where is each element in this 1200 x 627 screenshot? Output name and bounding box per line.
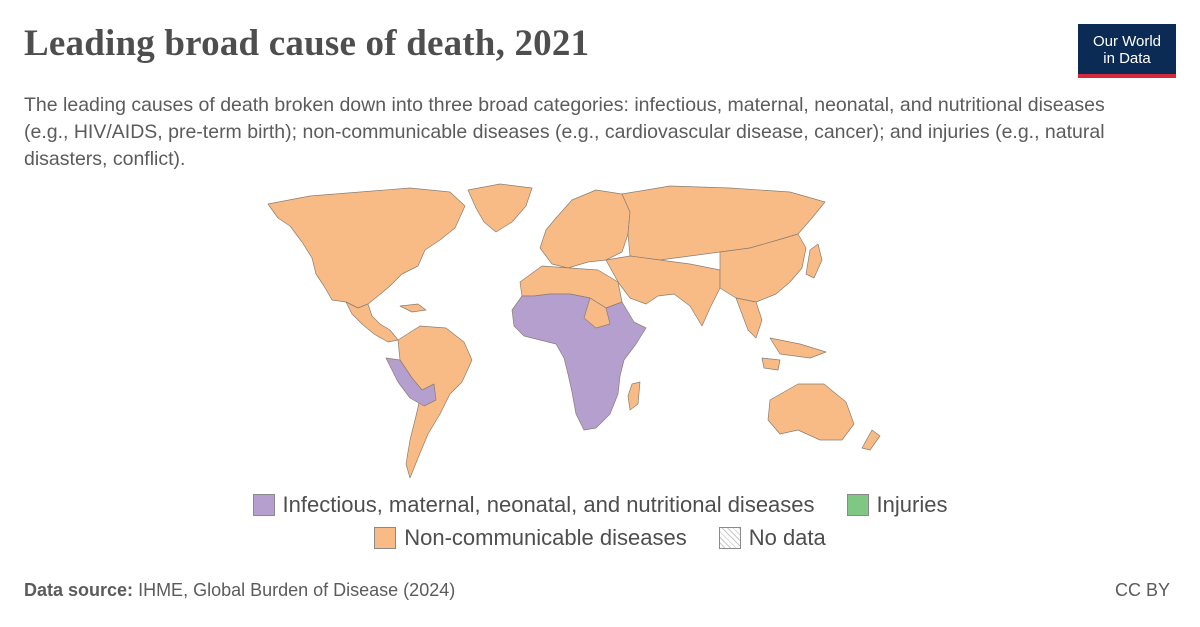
logo-line-2: in Data — [1103, 50, 1151, 67]
legend-item-injuries[interactable]: Injuries — [846, 492, 948, 518]
legend: Infectious, maternal, neonatal, and nutr… — [0, 490, 1200, 556]
legend-item-infectious[interactable]: Infectious, maternal, neonatal, and nutr… — [252, 492, 815, 518]
legend-row-2: Non-communicable diseases No data — [0, 523, 1200, 553]
region-japan[interactable] — [805, 243, 823, 279]
region-east-asia[interactable] — [719, 233, 807, 303]
legend-label-infectious: Infectious, maternal, neonatal, and nutr… — [282, 492, 815, 517]
region-middle-east-south-asia[interactable] — [605, 255, 721, 327]
legend-row-1: Infectious, maternal, neonatal, and nutr… — [0, 490, 1200, 520]
legend-swatch-injuries — [846, 494, 869, 516]
chart-subtitle: The leading causes of death broken down … — [24, 94, 1105, 170]
legend-swatch-ncd — [374, 527, 397, 549]
data-source-label: Data source: — [24, 580, 134, 600]
region-europe[interactable] — [539, 189, 631, 269]
region-sub-saharan-africa[interactable] — [511, 293, 647, 431]
region-north-america[interactable] — [267, 187, 466, 309]
legend-label-ncd: Non-communicable diseases — [404, 525, 687, 550]
data-source: Data source: IHME, Global Burden of Dise… — [24, 580, 455, 601]
legend-swatch-infectious — [252, 494, 275, 516]
region-central-america[interactable] — [345, 301, 399, 343]
region-australia[interactable] — [767, 383, 855, 441]
region-peru-bolivia[interactable] — [385, 357, 437, 407]
license[interactable]: CC BY — [1114, 580, 1170, 600]
legend-swatch-no-data — [718, 527, 741, 549]
region-madagascar[interactable] — [627, 381, 641, 411]
chart-title: Leading broad cause of death, 2021 — [24, 23, 590, 64]
region-greenland[interactable] — [467, 183, 533, 233]
world-map[interactable] — [250, 178, 890, 488]
region-southeast-asia[interactable] — [735, 297, 827, 371]
legend-label-injuries: Injuries — [876, 492, 948, 517]
legend-item-no-data[interactable]: No data — [718, 525, 826, 551]
region-caribbean[interactable] — [399, 303, 427, 313]
data-source-text[interactable]: IHME, Global Burden of Disease (2024) — [138, 580, 456, 600]
owid-logo[interactable]: Our World in Data — [1078, 24, 1176, 78]
region-new-zealand[interactable] — [861, 429, 881, 451]
legend-label-no-data: No data — [748, 525, 826, 550]
region-south-america[interactable] — [397, 325, 473, 479]
region-sudan[interactable] — [583, 297, 611, 329]
legend-item-ncd[interactable]: Non-communicable diseases — [374, 525, 687, 551]
logo-line-1: Our World — [1092, 33, 1162, 50]
